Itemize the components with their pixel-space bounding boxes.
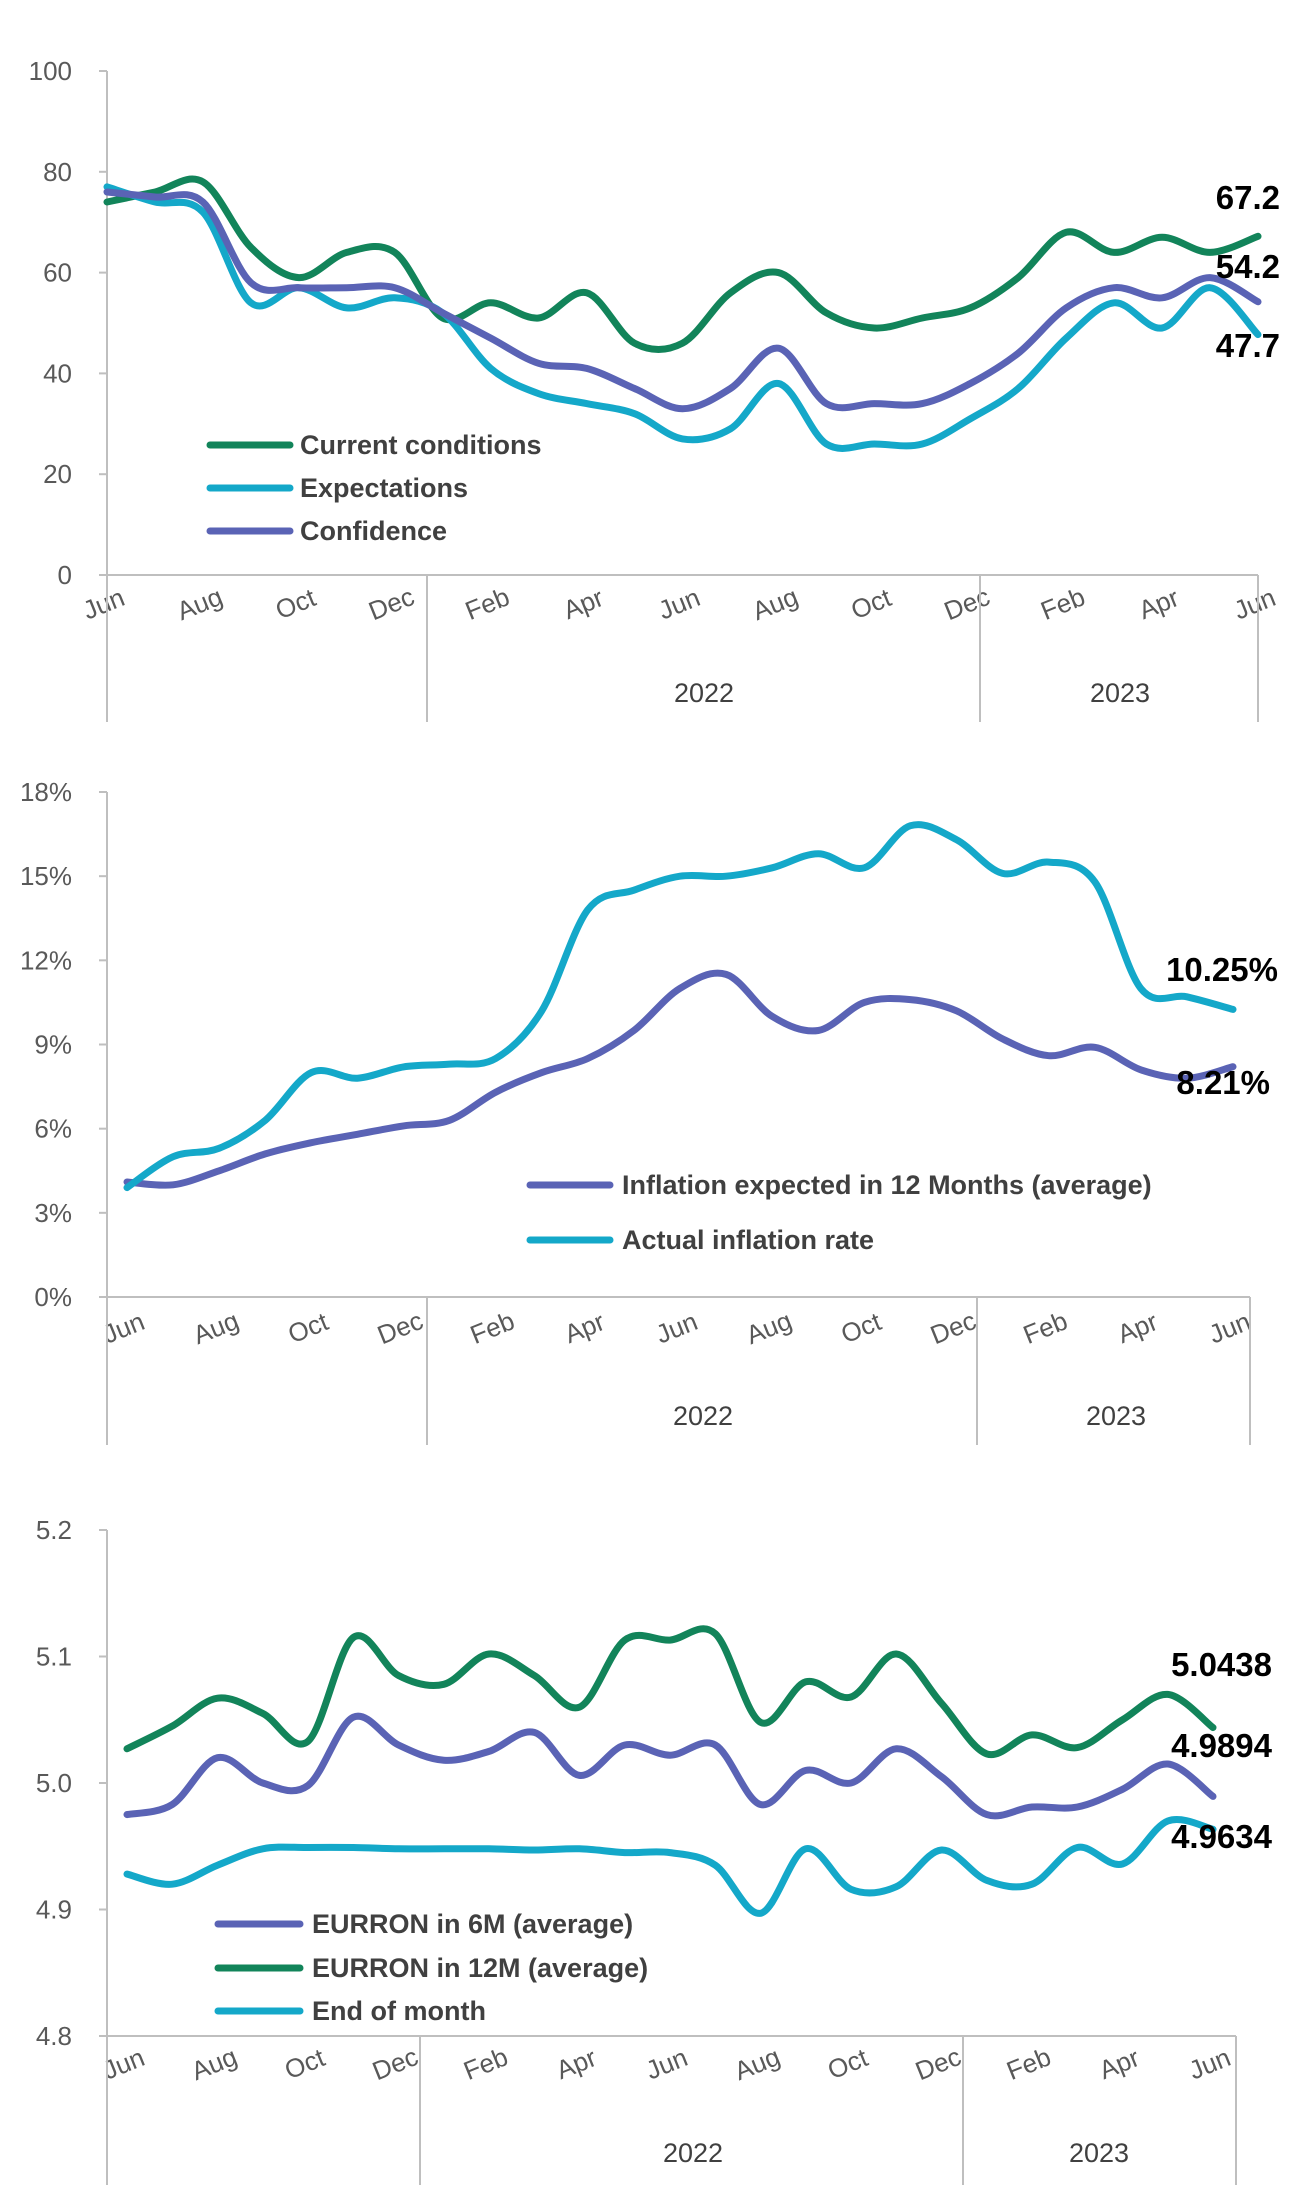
x-tick-label: Apr (552, 2042, 601, 2085)
y-tick-label: 5.2 (36, 1515, 72, 1545)
y-tick-label: 6% (34, 1114, 72, 1144)
y-tick-label: 40 (43, 358, 72, 388)
year-label: 2022 (674, 678, 734, 708)
x-tick-label: Feb (1002, 2041, 1055, 2086)
end-value-label: 67.2 (1216, 179, 1280, 216)
x-tick-label: Apr (1113, 1306, 1162, 1349)
x-tick-label: Feb (461, 581, 514, 626)
x-tick-label: Dec (364, 581, 418, 626)
y-tick-label: 3% (34, 1198, 72, 1228)
x-tick-label: Jun (652, 1306, 702, 1350)
end-value-label: 5.0438 (1171, 1646, 1272, 1683)
end-value-label: 47.7 (1216, 327, 1280, 364)
y-tick-label: 5.1 (36, 1642, 72, 1672)
y-tick-label: 0% (34, 1282, 72, 1312)
x-tick-label: Jun (79, 582, 129, 626)
x-tick-label: Dec (373, 1305, 427, 1350)
x-tick-label: Dec (940, 581, 994, 626)
x-tick-label: Aug (742, 1305, 796, 1350)
year-label: 2023 (1086, 1401, 1146, 1431)
series-line (123, 1816, 1217, 1917)
y-tick-label: 15% (20, 861, 72, 891)
y-tick-label: 12% (20, 945, 72, 975)
x-tick-label: Aug (172, 581, 226, 626)
x-tick-label: Aug (730, 2041, 784, 2086)
legend-label: Actual inflation rate (622, 1225, 874, 1255)
legend-label: EURRON in 6M (average) (312, 1909, 633, 1939)
x-tick-label: Jun (642, 2042, 692, 2086)
x-tick-label: Oct (271, 582, 320, 625)
x-tick-label: Oct (837, 1306, 886, 1349)
x-tick-label: Jun (1230, 582, 1280, 626)
y-tick-label: 18% (20, 777, 72, 807)
y-tick-label: 4.9 (36, 1895, 72, 1925)
eurron-chart: 4.8 4.9 5.0 5.1 5.2 Jun Aug Oct Dec Feb Apr Jun Aug O… (36, 1515, 1273, 2185)
legend-label: Confidence (300, 516, 447, 546)
y-tick-label: 60 (43, 258, 72, 288)
end-value-label: 4.9894 (1171, 1727, 1273, 1764)
x-tick-label: Dec (926, 1305, 980, 1350)
x-tick-label: Oct (847, 582, 896, 625)
y-tick-label: 20 (43, 459, 72, 489)
end-value-label: 10.25% (1166, 951, 1278, 988)
end-value-label: 54.2 (1216, 248, 1280, 285)
y-tick-label: 4.8 (36, 2021, 72, 2051)
x-tick-label: Dec (911, 2041, 965, 2086)
x-tick-label: Apr (1095, 2042, 1144, 2085)
x-tick-label: Oct (823, 2042, 872, 2085)
x-tick-label: Jun (1205, 1306, 1255, 1350)
legend-label: EURRON in 12M (average) (312, 1953, 648, 1983)
end-value-label: 8.21% (1176, 1064, 1270, 1101)
x-tick-label: Oct (280, 2042, 329, 2085)
year-label: 2023 (1090, 678, 1150, 708)
x-tick-label: Feb (459, 2041, 512, 2086)
legend-label: Expectations (300, 473, 468, 503)
legend-label: Current conditions (300, 430, 542, 460)
y-tick-label: 80 (43, 157, 72, 187)
y-tick-label: 0 (58, 560, 72, 590)
consumer-confidence-chart: 0 20 40 60 80 100 Jun Aug Oct Dec Feb Apr Jun Aug Oct D… (29, 56, 1280, 722)
x-tick-label: Apr (559, 582, 608, 625)
x-tick-label: Jun (654, 582, 704, 626)
y-tick-label: 9% (34, 1030, 72, 1060)
series-line (123, 969, 1237, 1189)
series-line (103, 188, 1262, 413)
x-tick-label: Dec (368, 2041, 422, 2086)
x-tick-label: Aug (189, 1305, 243, 1350)
year-label: 2022 (663, 2138, 723, 2168)
series-line (123, 1625, 1217, 1759)
series-line (123, 1712, 1217, 1820)
x-tick-label: Feb (1019, 1305, 1072, 1350)
x-tick-label: Aug (187, 2041, 241, 2086)
end-value-label: 4.9634 (1171, 1818, 1273, 1855)
legend-label: End of month (312, 1996, 486, 2026)
y-tick-label: 100 (29, 56, 72, 86)
year-label: 2023 (1069, 2138, 1129, 2168)
series-line (103, 175, 1262, 353)
x-tick-label: Apr (1134, 582, 1183, 625)
x-tick-label: Aug (748, 581, 802, 626)
x-tick-label: Oct (284, 1306, 333, 1349)
series-line (123, 821, 1237, 1192)
legend-label: Inflation expected in 12 Months (average… (622, 1170, 1152, 1200)
x-tick-label: Apr (560, 1306, 609, 1349)
inflation-chart: 0% 3% 6% 9% 12% 15% 18% Jun Aug Oct Dec Feb Apr Jun Au… (20, 777, 1278, 1445)
year-label: 2022 (673, 1401, 733, 1431)
x-tick-label: Feb (1036, 581, 1089, 626)
x-tick-label: Jun (1185, 2042, 1235, 2086)
x-tick-label: Feb (466, 1305, 519, 1350)
y-tick-label: 5.0 (36, 1768, 72, 1798)
